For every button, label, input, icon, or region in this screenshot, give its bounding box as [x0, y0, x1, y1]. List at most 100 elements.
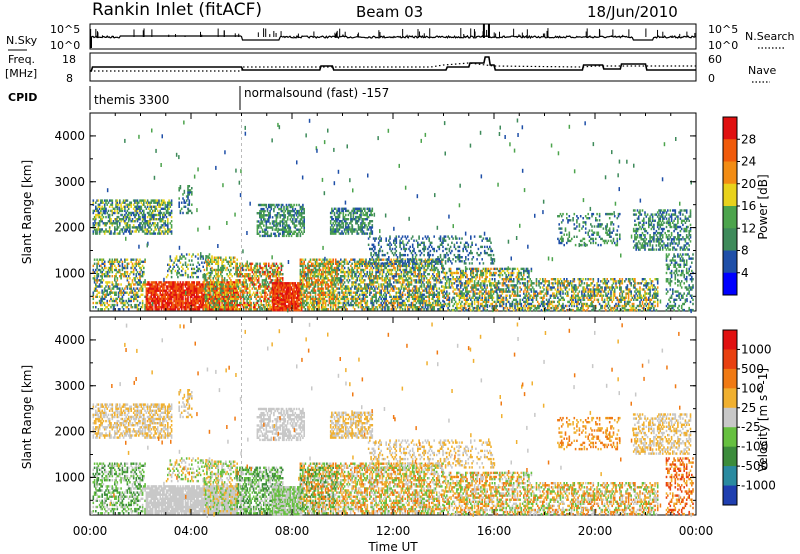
heatmap-cell	[274, 300, 276, 304]
heatmap-cell	[346, 295, 348, 298]
heatmap-cell	[314, 281, 317, 284]
heatmap-cell	[324, 301, 327, 305]
heatmap-cell	[184, 303, 187, 307]
heatmap-cell	[312, 306, 314, 309]
heatmap-cell	[302, 279, 304, 282]
heatmap-cell	[204, 293, 207, 296]
heatmap-cell	[120, 273, 122, 276]
heatmap-cell	[318, 287, 321, 290]
heatmap-cell	[338, 299, 341, 303]
heatmap-cell	[136, 203, 139, 206]
heatmap-cell	[221, 299, 223, 303]
heatmap-cell	[256, 291, 259, 294]
heatmap-cell	[302, 275, 304, 278]
heatmap-cell	[319, 275, 322, 278]
heatmap-cell	[159, 215, 161, 219]
heatmap-cell	[250, 297, 252, 301]
heatmap-cell	[281, 288, 284, 291]
heatmap-cell	[134, 293, 136, 296]
heatmap-cell	[310, 303, 313, 307]
heatmap-cell	[358, 301, 361, 305]
heatmap-cell	[149, 291, 151, 294]
heatmap-cell	[202, 306, 204, 309]
heatmap-cell	[144, 205, 146, 208]
heatmap-cell	[174, 287, 177, 290]
heatmap-cell	[191, 306, 193, 309]
heatmap-cell	[185, 301, 188, 305]
heatmap-cell	[115, 273, 117, 276]
heatmap-cell	[369, 281, 371, 284]
heatmap-cell	[268, 308, 270, 311]
heatmap-cell	[331, 285, 333, 288]
heatmap-cell	[275, 216, 278, 219]
heatmap-cell	[371, 287, 374, 290]
heatmap-cell	[221, 281, 223, 284]
heatmap-cell	[182, 263, 184, 266]
heatmap-cell	[289, 218, 292, 221]
heatmap-cell	[333, 291, 336, 294]
heatmap-cell	[189, 283, 192, 286]
heatmap-cell	[360, 209, 362, 213]
heatmap-cell	[345, 220, 347, 223]
heatmap-cell	[286, 298, 289, 301]
heatmap-cell	[314, 258, 317, 261]
heatmap-cell	[278, 266, 280, 270]
heatmap-cell	[168, 211, 170, 215]
heatmap-cell	[367, 224, 370, 227]
heatmap-cell	[280, 277, 283, 280]
heatmap-cell	[102, 207, 105, 210]
heatmap-cell	[139, 215, 141, 219]
heatmap-cell	[135, 258, 138, 261]
heatmap-cell	[278, 222, 280, 225]
heatmap-cell	[322, 289, 324, 292]
heatmap-cell	[334, 262, 337, 265]
heatmap-cell	[132, 273, 135, 276]
heatmap-cell	[116, 207, 119, 210]
heatmap-cell	[257, 279, 260, 282]
heatmap-cell	[206, 308, 208, 311]
heatmap-cell	[269, 209, 271, 213]
heatmap-cell	[345, 308, 347, 311]
heatmap-cell	[284, 300, 286, 304]
heatmap-cell	[187, 306, 189, 309]
heatmap-cell	[346, 285, 348, 288]
heatmap-cell	[269, 270, 271, 274]
heatmap-cell	[286, 205, 289, 209]
heatmap-cell	[264, 297, 266, 301]
heatmap-cell	[233, 287, 236, 290]
heatmap-cell	[194, 299, 197, 303]
heatmap-cell	[314, 291, 317, 294]
heatmap-cell	[271, 226, 274, 229]
heatmap-cell	[343, 295, 346, 298]
heatmap-cell	[107, 220, 110, 223]
heatmap-cell	[281, 209, 284, 213]
heatmap-cell	[366, 232, 369, 235]
heatmap-cell	[249, 283, 251, 286]
heatmap-cell	[156, 297, 159, 301]
heatmap-cell	[162, 295, 164, 298]
heatmap-cell	[115, 266, 117, 270]
heatmap-cell	[290, 298, 293, 301]
heatmap-cell	[110, 203, 112, 206]
heatmap-cell	[136, 209, 139, 213]
heatmap-cell	[150, 215, 153, 219]
heatmap-cell	[158, 199, 160, 202]
heatmap-cell	[329, 226, 332, 229]
heatmap-cell	[261, 268, 264, 272]
heatmap-cell	[185, 306, 188, 309]
heatmap-cell	[188, 283, 191, 286]
heatmap-cell	[338, 226, 341, 229]
heatmap-cell	[163, 226, 165, 229]
heatmap-cell	[211, 256, 213, 259]
heatmap-cell	[211, 269, 213, 273]
heatmap-cell	[116, 232, 119, 235]
heatmap-cell	[281, 300, 284, 304]
heatmap-cell	[336, 281, 338, 284]
heatmap-cell	[334, 207, 337, 210]
heatmap-cell	[213, 260, 216, 263]
heatmap-cell	[221, 308, 223, 311]
heatmap-cell	[170, 293, 173, 296]
heatmap-cell	[149, 218, 151, 221]
heatmap-cell	[236, 258, 238, 261]
heatmap-cell	[337, 260, 340, 263]
